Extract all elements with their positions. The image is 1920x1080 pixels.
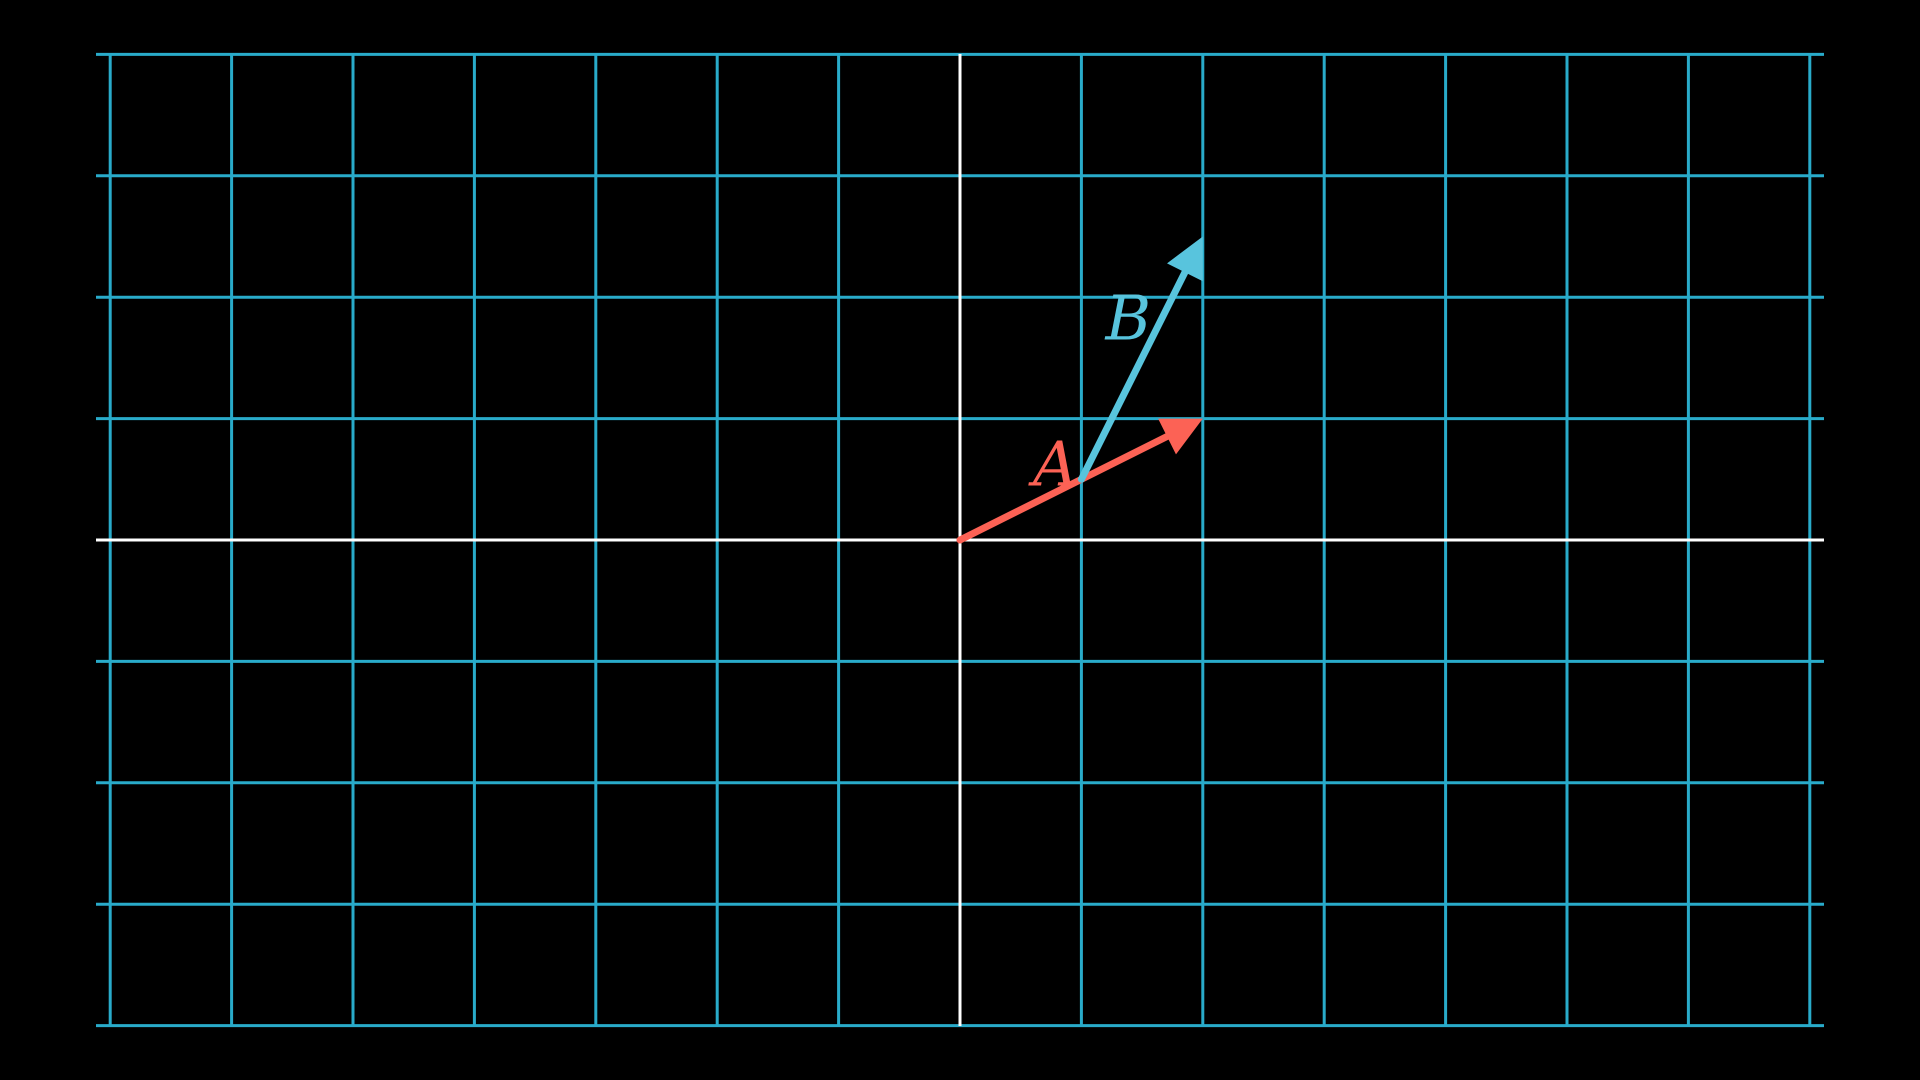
vector-a-arrowhead — [1158, 418, 1203, 455]
vector-a-shaft — [956, 432, 1171, 544]
vector-b-shaft — [1077, 268, 1189, 483]
vector-a-label: A — [1028, 427, 1078, 500]
vector-labels: A B — [1028, 282, 1151, 501]
vectors — [956, 236, 1203, 544]
vector-b-label: B — [1104, 282, 1151, 355]
vector-b-arrowhead — [1167, 236, 1203, 282]
